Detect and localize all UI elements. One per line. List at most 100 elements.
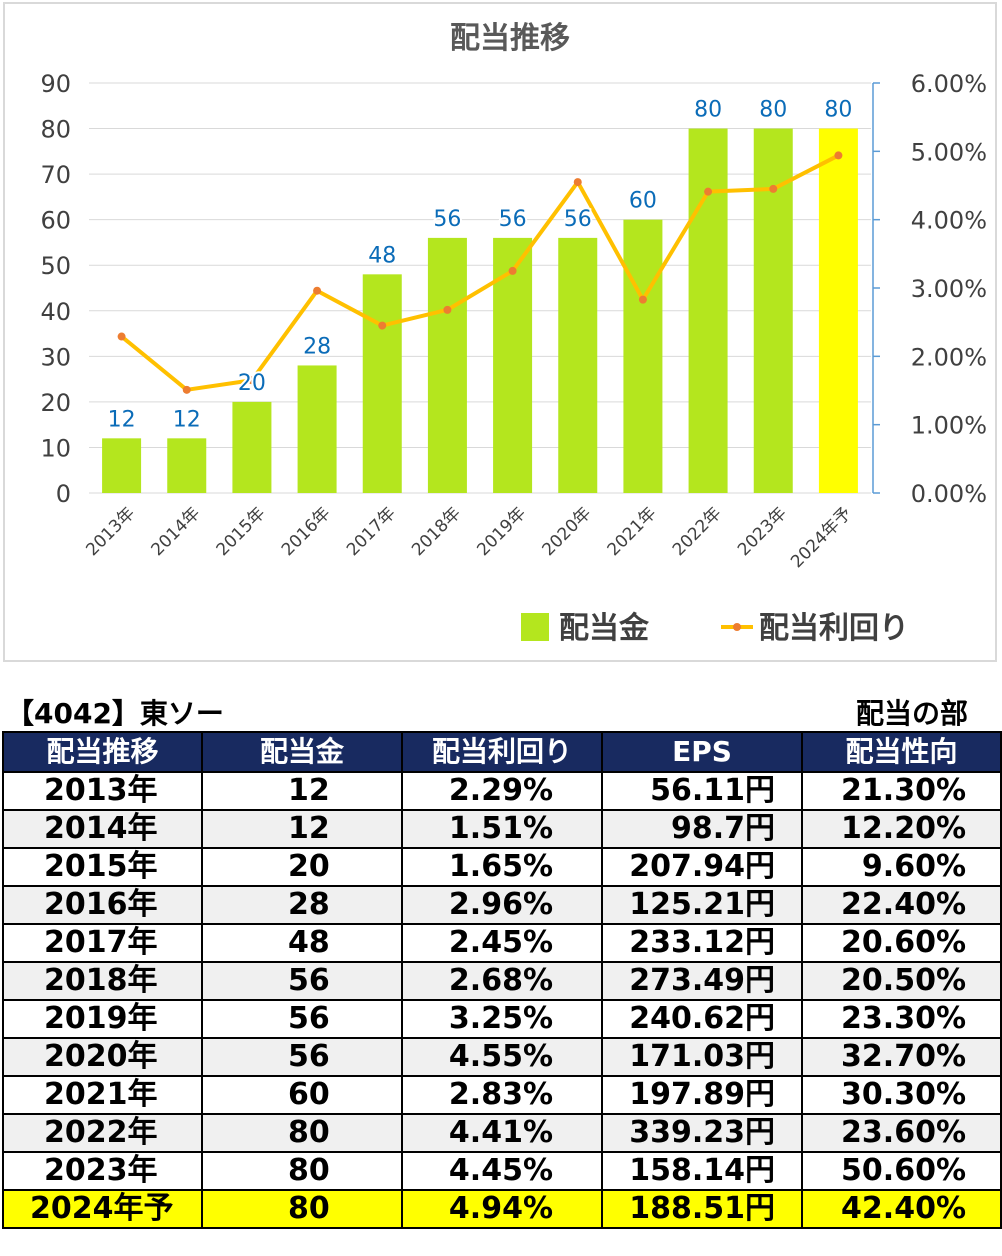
bar-data-label: 56 <box>564 207 592 232</box>
legend-label-dividend: 配当金 <box>559 611 650 646</box>
table-cell: 339.23円 <box>601 1113 803 1153</box>
table-header-row: 配当推移 配当金 配当利回り EPS 配当性向 <box>2 731 1002 773</box>
y-left-tick-label: 10 <box>40 434 71 462</box>
table-cell: 12 <box>201 771 403 811</box>
table-row: 2020年 56 4.55% 171.03円 32.70% <box>2 1037 1002 1077</box>
table-cell: 4.45% <box>401 1151 603 1191</box>
table-row: 2024年予 80 4.94% 188.51円 42.40% <box>2 1189 1002 1229</box>
table-cell: 2015年 <box>2 847 203 887</box>
table-cell: 4.94% <box>401 1189 603 1229</box>
company-title: 【4042】東ソー <box>6 697 224 730</box>
table-cell: 42.40% <box>801 1189 1002 1229</box>
bar-data-label: 80 <box>759 98 787 123</box>
table-cell: 2019年 <box>2 999 203 1039</box>
table-cell: 2024年予 <box>2 1189 203 1229</box>
yield-point <box>443 305 452 314</box>
x-tick-label: 2024年予 <box>787 503 856 572</box>
x-tick-label: 2023年 <box>734 503 791 560</box>
x-tick-label: 2013年 <box>82 503 139 560</box>
y-right-tick-label: 3.00% <box>911 275 987 303</box>
table-cell: 273.49円 <box>601 961 803 1001</box>
table-row: 2019年 56 3.25% 240.62円 23.30% <box>2 999 1002 1039</box>
table-cell: 12 <box>201 809 403 849</box>
bar <box>688 128 728 494</box>
yield-point <box>247 376 256 385</box>
bar-data-label: 56 <box>433 207 461 232</box>
y-left-tick-label: 70 <box>40 161 71 189</box>
y-right-tick-label: 0.00% <box>911 480 987 508</box>
yield-point <box>117 332 126 341</box>
table-cell: 125.21円 <box>601 885 803 925</box>
bar <box>362 274 402 493</box>
bar <box>427 237 467 493</box>
table-cell: 4.41% <box>401 1113 603 1153</box>
table-cell: 28 <box>201 885 403 925</box>
chart-title: 配当推移 <box>450 21 570 56</box>
table-row: 2015年 20 1.65% 207.94円 9.60% <box>2 847 1002 887</box>
table-cell: 197.89円 <box>601 1075 803 1115</box>
yield-point <box>378 321 387 330</box>
x-tick-label: 2016年 <box>278 503 335 560</box>
table-cell: 48 <box>201 923 403 963</box>
table-cell: 30.30% <box>801 1075 1002 1115</box>
table-row: 2018年 56 2.68% 273.49円 20.50% <box>2 961 1002 1001</box>
bar <box>493 237 533 493</box>
table-cell: 32.70% <box>801 1037 1002 1077</box>
col-header-eps: EPS <box>601 731 803 773</box>
table-cell: 2022年 <box>2 1113 203 1153</box>
y-right-tick-label: 4.00% <box>911 207 987 235</box>
table-cell: 20.50% <box>801 961 1002 1001</box>
y-left-tick-label: 50 <box>40 252 71 280</box>
col-header-year: 配当推移 <box>2 731 203 773</box>
table-cell: 3.25% <box>401 999 603 1039</box>
y-left-tick-label: 30 <box>40 343 71 371</box>
table-row: 2023年 80 4.45% 158.14円 50.60% <box>2 1151 1002 1191</box>
table-row: 2013年 12 2.29% 56.11円 21.30% <box>2 771 1002 811</box>
table-cell: 23.60% <box>801 1113 1002 1153</box>
bar <box>232 401 272 493</box>
table-cell: 2014年 <box>2 809 203 849</box>
bar-data-label: 56 <box>499 207 527 232</box>
y-left-tick-label: 90 <box>40 70 71 98</box>
table-cell: 20 <box>201 847 403 887</box>
table-cell: 60 <box>201 1075 403 1115</box>
table-row: 2017年 48 2.45% 233.12円 20.60% <box>2 923 1002 963</box>
legend-marker-yield <box>733 623 741 631</box>
y-right-tick-label: 5.00% <box>911 138 987 166</box>
table-cell: 2.45% <box>401 923 603 963</box>
x-tick-label: 2019年 <box>473 503 530 560</box>
table-cell: 207.94円 <box>601 847 803 887</box>
table-row: 2014年 12 1.51% 98.7円 12.20% <box>2 809 1002 849</box>
y-left-tick-label: 60 <box>40 207 71 235</box>
table-row: 2016年 28 2.96% 125.21円 22.40% <box>2 885 1002 925</box>
bar <box>167 438 207 493</box>
x-tick-label: 2015年 <box>213 503 270 560</box>
table-cell: 1.65% <box>401 847 603 887</box>
table-cell: 22.40% <box>801 885 1002 925</box>
x-tick-label: 2018年 <box>408 503 465 560</box>
table-cell: 2.83% <box>401 1075 603 1115</box>
bar-data-label: 80 <box>694 98 722 123</box>
table-cell: 56 <box>201 961 403 1001</box>
yield-line <box>120 153 840 392</box>
table-cell: 20.60% <box>801 923 1002 963</box>
table-cell: 2.68% <box>401 961 603 1001</box>
dividend-chart: 配当推移 0 10 20 30 40 50 60 70 80 90 0.00% 1.00% 2.00% 3.… <box>40 21 987 646</box>
bar <box>818 128 858 494</box>
table-cell: 2017年 <box>2 923 203 963</box>
table-cell: 2013年 <box>2 771 203 811</box>
yield-point <box>834 151 843 160</box>
x-tick-label: 2020年 <box>539 503 596 560</box>
table-cell: 12.20% <box>801 809 1002 849</box>
table-row: 2021年 60 2.83% 197.89円 30.30% <box>2 1075 1002 1115</box>
table-cell: 2016年 <box>2 885 203 925</box>
bar-data-label: 12 <box>173 407 201 432</box>
bar-data-label: 20 <box>238 371 266 396</box>
yield-point <box>508 266 517 275</box>
table-cell: 2.29% <box>401 771 603 811</box>
table-cell: 240.62円 <box>601 999 803 1039</box>
y-left-tick-label: 0 <box>56 480 71 508</box>
col-header-dividend: 配当金 <box>201 731 403 773</box>
yield-point <box>704 187 713 196</box>
bar-data-label: 28 <box>303 334 331 359</box>
